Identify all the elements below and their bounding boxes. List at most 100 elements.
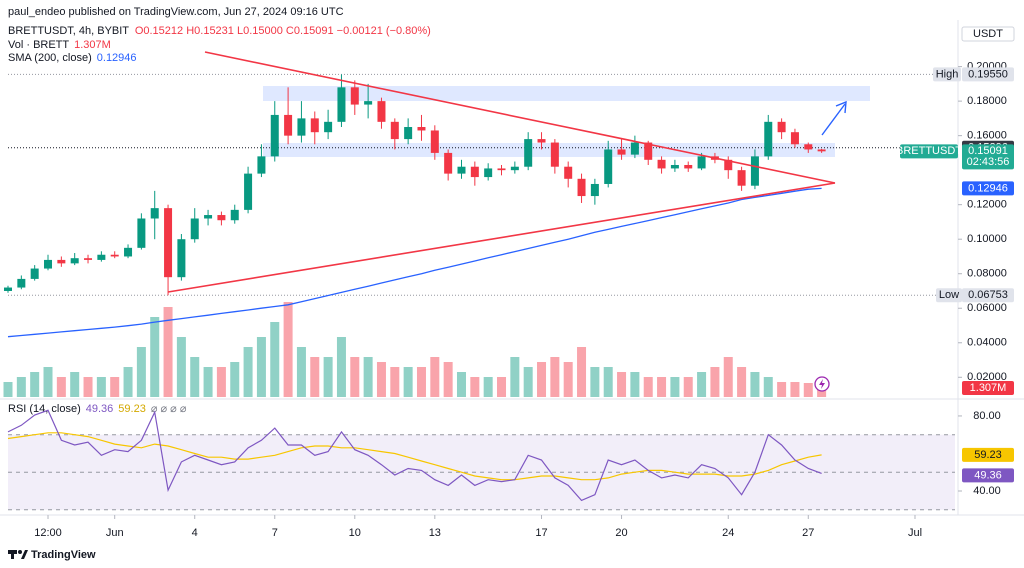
y-tick-label: 0.10000: [967, 233, 1007, 245]
x-tick-label: 27: [802, 527, 814, 539]
candle-body: [4, 287, 12, 291]
candle-body: [350, 87, 359, 105]
candle-body: [310, 118, 319, 133]
sma-last: 0.12946: [97, 52, 137, 64]
rsi-ma-line: [7, 432, 822, 481]
rsi-ma-value: 59.23: [974, 449, 1002, 461]
high-value-box: [962, 67, 1014, 82]
volume-bar: [710, 367, 720, 397]
volume-bar: [376, 362, 386, 397]
candle-body: [724, 159, 733, 171]
low-label: Low: [939, 289, 959, 301]
candle-body: [817, 149, 826, 152]
y-tick-label: 0.06000: [967, 302, 1007, 314]
candle-body: [777, 121, 786, 133]
candle-body: [764, 121, 773, 157]
volume-bar: [523, 367, 533, 397]
x-tick-label: 7: [272, 527, 278, 539]
candle-body: [430, 130, 439, 153]
volume-bar: [150, 317, 160, 397]
volume-bar: [136, 347, 146, 397]
volume-bar: [70, 372, 80, 397]
trend-line: [204, 51, 836, 184]
volume-bar: [30, 372, 40, 397]
candle-body: [790, 132, 799, 145]
candle-body: [270, 114, 279, 157]
sma-legend: SMA (200, close) 0.12946: [8, 52, 137, 64]
volume-bar: [537, 362, 547, 397]
rsi-extra: ⌀ ⌀ ⌀ ⌀: [151, 403, 187, 415]
volume-bar: [683, 377, 693, 397]
y-tick-label: 0.18000: [967, 95, 1007, 107]
candle-body: [297, 118, 306, 136]
y-tick-label: 0.04000: [967, 337, 1007, 349]
candle-body: [337, 87, 346, 122]
y-tick-label: 80.00: [973, 410, 1001, 422]
volume-bar: [563, 362, 573, 397]
volume-bar: [737, 367, 747, 397]
volume-bar: [163, 307, 173, 397]
high-label: High: [936, 68, 959, 80]
candle-body: [750, 156, 759, 186]
volume-name: Vol · BRETT: [8, 39, 69, 51]
volume-value-box: [962, 381, 1014, 395]
candle-body: [684, 164, 693, 169]
logo: [18, 550, 22, 554]
symbol-line: BRETTUSDT, 4h, BYBIT O0.15212 H0.15231 L0…: [8, 25, 431, 37]
rsi-legend: RSI (14, close) 49.36 59.23 ⌀ ⌀ ⌀ ⌀: [8, 403, 187, 415]
brand-name: TradingView: [31, 549, 96, 561]
plot: 12:00 Jun 4 7 10 13 17 20 24 27 Jul0.200000.180000…: [3, 61, 1007, 539]
volume-bar: [617, 372, 627, 397]
volume-bar: [390, 367, 400, 397]
volume-bar: [483, 377, 493, 397]
ohlc: O0.15212 H0.15231 L0.15000 C0.15091 −0.0…: [135, 25, 431, 37]
candle-body: [564, 166, 573, 179]
volume-bar: [110, 377, 120, 397]
volume-bar: [230, 362, 240, 397]
candle-body: [284, 114, 293, 136]
volume-bar: [323, 357, 333, 397]
candle-body: [417, 127, 426, 131]
high-value: 0.19550: [968, 68, 1008, 80]
candle-body: [390, 121, 399, 140]
volume-bar: [443, 362, 453, 397]
arrow: [821, 103, 846, 136]
candle-body: [577, 178, 586, 197]
candle-body: [137, 218, 146, 248]
candle-body: [444, 152, 453, 174]
last-price-name: BRETTUSDT: [896, 145, 962, 157]
sma-value-box: [962, 181, 1014, 196]
x-tick-label: 12:00: [34, 527, 62, 539]
currency: USDT: [973, 28, 1003, 40]
x-tick-label: 20: [615, 527, 627, 539]
volume-bar: [603, 367, 613, 397]
rsi-ma-last: 59.23: [118, 403, 146, 415]
candle-body: [84, 258, 93, 260]
high-label-box: [933, 67, 961, 82]
candle-body: [377, 101, 386, 122]
volume-bar: [670, 377, 680, 397]
candle-body: [617, 149, 626, 155]
arrow-head: [835, 100, 847, 114]
candle-body: [457, 166, 466, 174]
sma-value: 0.12946: [968, 182, 1008, 194]
volume-bar: [256, 337, 266, 397]
candle-body: [190, 218, 199, 240]
volume-bar: [243, 347, 253, 397]
volume-bar: [363, 357, 373, 397]
volume-bar: [83, 377, 93, 397]
candle-body: [484, 168, 493, 178]
volume-bar: [697, 372, 707, 397]
rsi-value-box: [962, 468, 1014, 483]
volume-bar: [803, 383, 813, 397]
volume-bar: [416, 367, 426, 397]
volume-bar: [403, 367, 413, 397]
low-label-box: [936, 288, 962, 303]
candle-body: [697, 156, 706, 169]
volume-bar: [763, 377, 773, 397]
candle-body: [510, 166, 519, 171]
candle-body: [217, 215, 226, 221]
candle-body: [124, 247, 133, 257]
volume-bar: [123, 367, 133, 397]
